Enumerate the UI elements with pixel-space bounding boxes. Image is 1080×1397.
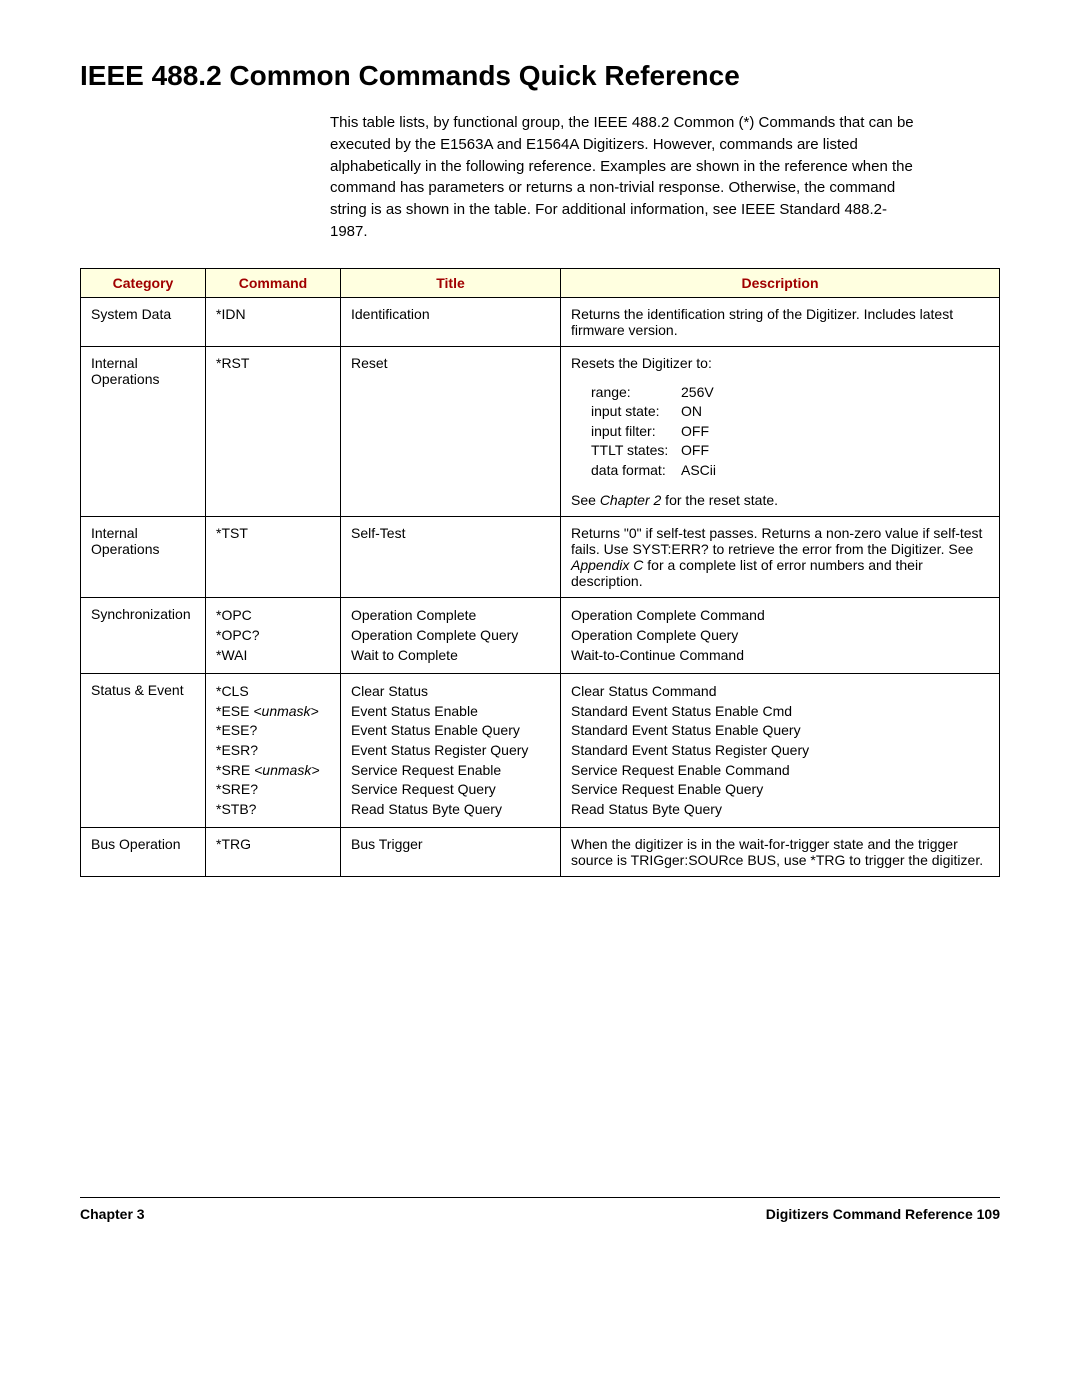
text: Returns "0" if self-test passes. Returns… (571, 525, 982, 557)
page-footer: Chapter 3 Digitizers Command Reference 1… (80, 1197, 1000, 1222)
desc: Standard Event Status Register Query (571, 741, 989, 761)
cell-category: Status & Event (81, 674, 206, 828)
cmd: *WAI (216, 646, 330, 666)
desc: Standard Event Status Enable Query (571, 721, 989, 741)
cell-title: Self-Test (341, 517, 561, 598)
table-row: Synchronization *OPC *OPC? *WAI Operatio… (81, 598, 1000, 674)
cell-command: *RST (206, 346, 341, 517)
cmd-arg: <unmask> (254, 762, 319, 778)
title: Service Request Enable (351, 761, 550, 781)
commands-table: Category Command Title Description Syste… (80, 268, 1000, 878)
title: Operation Complete (351, 606, 550, 626)
text: for the reset state. (661, 492, 778, 508)
table-header-row: Category Command Title Description (81, 268, 1000, 297)
title: Clear Status (351, 682, 550, 702)
table-row: Status & Event *CLS *ESE <unmask> *ESE? … (81, 674, 1000, 828)
cell-description: Returns "0" if self-test passes. Returns… (561, 517, 1000, 598)
desc: Read Status Byte Query (571, 800, 989, 820)
title: Service Request Query (351, 780, 550, 800)
cell-category: Internal Operations (81, 346, 206, 517)
desc: Standard Event Status Enable Cmd (571, 702, 989, 722)
cell-description: Operation Complete Command Operation Com… (561, 598, 1000, 674)
title: Event Status Register Query (351, 741, 550, 761)
intro-paragraph: This table lists, by functional group, t… (330, 112, 920, 243)
desc: Wait-to-Continue Command (571, 646, 989, 666)
reset-label: input state: (591, 402, 681, 422)
cell-description: Resets the Digitizer to: range:256V inpu… (561, 346, 1000, 517)
desc: Service Request Enable Query (571, 780, 989, 800)
cell-command: *OPC *OPC? *WAI (206, 598, 341, 674)
cmd: *CLS (216, 682, 330, 702)
title: Event Status Enable Query (351, 721, 550, 741)
cell-description: Clear Status Command Standard Event Stat… (561, 674, 1000, 828)
title: Read Status Byte Query (351, 800, 550, 820)
cmd: *ESE (216, 703, 253, 719)
cell-description: When the digitizer is in the wait-for-tr… (561, 828, 1000, 877)
page-heading: IEEE 488.2 Common Commands Quick Referen… (80, 60, 1000, 92)
cell-command: *TST (206, 517, 341, 598)
cell-command: *CLS *ESE <unmask> *ESE? *ESR? *SRE <unm… (206, 674, 341, 828)
reset-label: data format: (591, 461, 681, 481)
desc: Operation Complete Command (571, 606, 989, 626)
title: Operation Complete Query (351, 626, 550, 646)
title: Wait to Complete (351, 646, 550, 666)
cmd: *ESR? (216, 741, 330, 761)
appendix-ref: Appendix C (571, 557, 643, 573)
desc: Operation Complete Query (571, 626, 989, 646)
title: Event Status Enable (351, 702, 550, 722)
reset-label: input filter: (591, 422, 681, 442)
footer-title: Digitizers Command Reference (766, 1206, 973, 1222)
cell-title: Identification (341, 297, 561, 346)
page-number: 109 (973, 1206, 1000, 1222)
cmd: *SRE (216, 762, 254, 778)
reset-outro: See Chapter 2 for the reset state. (571, 492, 778, 508)
reset-intro: Resets the Digitizer to: (571, 355, 712, 371)
reset-value: ASCii (681, 462, 716, 478)
table-row: System Data *IDN Identification Returns … (81, 297, 1000, 346)
chapter-ref: Chapter 2 (600, 492, 661, 508)
desc: Service Request Enable Command (571, 761, 989, 781)
reset-list: range:256V input state:ON input filter:O… (591, 383, 989, 481)
reset-label: TTLT states: (591, 441, 681, 461)
cell-title: Clear Status Event Status Enable Event S… (341, 674, 561, 828)
reset-value: ON (681, 403, 702, 419)
reset-value: 256V (681, 384, 714, 400)
cell-command: *TRG (206, 828, 341, 877)
cell-category: Bus Operation (81, 828, 206, 877)
cmd: *OPC? (216, 626, 330, 646)
col-category: Category (81, 268, 206, 297)
cell-description: Returns the identification string of the… (561, 297, 1000, 346)
text: See (571, 492, 600, 508)
desc: Clear Status Command (571, 682, 989, 702)
table-row: Internal Operations *RST Reset Resets th… (81, 346, 1000, 517)
cmd: *ESE? (216, 721, 330, 741)
cmd: *SRE? (216, 780, 330, 800)
reset-value: OFF (681, 423, 709, 439)
reset-value: OFF (681, 442, 709, 458)
cell-title: Reset (341, 346, 561, 517)
cmd: *OPC (216, 606, 330, 626)
col-description: Description (561, 268, 1000, 297)
cell-category: Internal Operations (81, 517, 206, 598)
table-row: Internal Operations *TST Self-Test Retur… (81, 517, 1000, 598)
cmd-arg: <unmask> (253, 703, 318, 719)
col-command: Command (206, 268, 341, 297)
cell-category: Synchronization (81, 598, 206, 674)
cell-title: Bus Trigger (341, 828, 561, 877)
cell-category: System Data (81, 297, 206, 346)
cell-command: *IDN (206, 297, 341, 346)
table-row: Bus Operation *TRG Bus Trigger When the … (81, 828, 1000, 877)
col-title: Title (341, 268, 561, 297)
footer-left: Chapter 3 (80, 1206, 145, 1222)
footer-right: Digitizers Command Reference 109 (766, 1206, 1000, 1222)
cell-title: Operation Complete Operation Complete Qu… (341, 598, 561, 674)
reset-label: range: (591, 383, 681, 403)
cmd: *STB? (216, 800, 330, 820)
